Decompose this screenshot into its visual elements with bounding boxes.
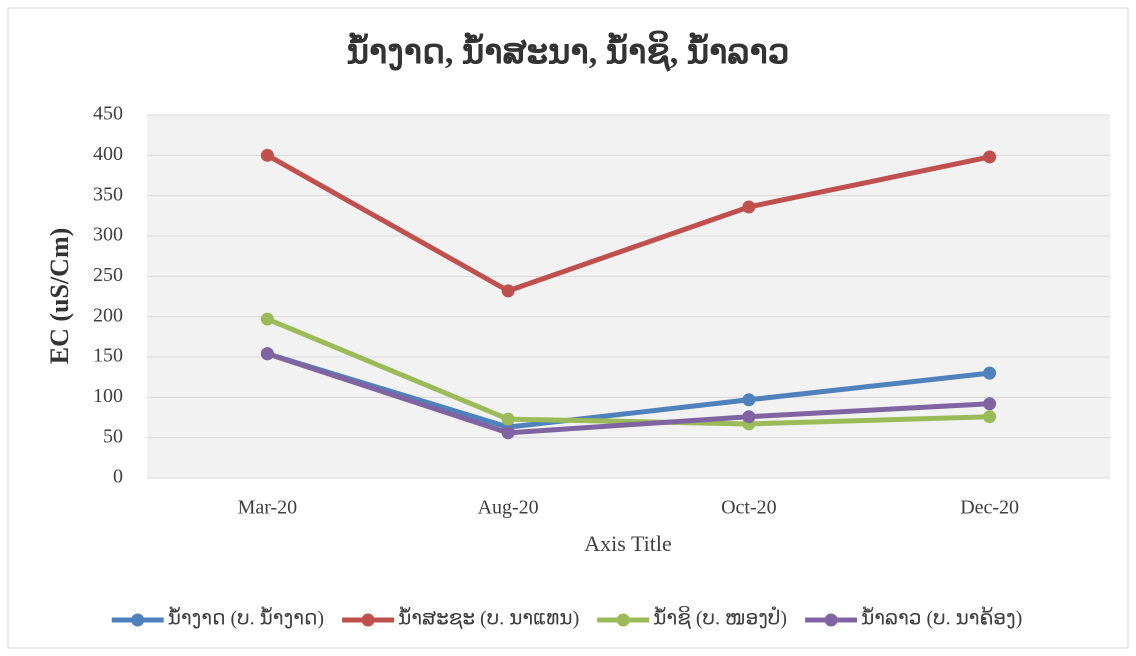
legend-item: ນ້ຳສະຊະ (ບ. ນາແທນ) [342,607,579,630]
legend-marker [131,613,145,627]
y-tick-label: 350 [93,183,123,205]
legend-item: ນ້ຳງາດ (ບ. ນ້ຳງາດ) [111,607,324,630]
data-point [260,148,274,162]
data-point [742,410,756,424]
data-point [260,312,274,326]
legend-marker [616,613,630,627]
data-point [260,347,274,361]
data-point [501,426,515,440]
series-line [266,351,990,436]
series-line [266,153,991,294]
legend-label: ນ້ຳສະຊະ (ບ. ນາແທນ) [398,607,579,630]
series-line [266,351,990,430]
y-tick-label: 400 [93,143,123,165]
legend-label: ນ້ຳຊິ (ບ. ໜອງປໍ) [653,606,787,629]
series-line [266,316,990,427]
x-tick-label: Aug-20 [478,497,539,519]
data-point [501,412,515,426]
data-point [983,397,997,411]
legend-label: ນ້ຳລາວ (ບ. ນາຄ້ອງ) [861,607,1022,630]
legend-marker [361,613,375,627]
data-point [742,200,756,214]
y-axis-title: EC (uS/Cm) [45,228,74,365]
y-tick-label: 250 [93,264,123,286]
legend-label: ນ້ຳງາດ (ບ. ນ້ຳງາດ) [168,607,324,630]
x-tick-label: Mar-20 [238,497,298,519]
x-tick-label: Dec-20 [960,497,1019,519]
legend-item: ນ້ຳຊິ (ບ. ໜອງປໍ) [597,606,787,630]
data-point [983,366,997,380]
y-tick-label: 200 [93,304,123,326]
y-tick-label: 50 [103,425,123,447]
x-axis-title: Axis Title [584,531,671,556]
legend-marker [824,613,838,627]
y-tick-label: 450 [93,103,123,125]
x-tick-label: Oct-20 [721,497,777,519]
data-point [983,410,997,424]
data-point [501,284,515,298]
y-tick-label: 100 [93,385,123,407]
legend-item: ນ້ຳລາວ (ບ. ນາຄ້ອງ) [805,607,1022,630]
y-tick-label: 300 [93,224,123,246]
data-point [983,150,997,164]
data-point [742,393,756,407]
chart-title: ນ້ຳງາດ, ນ້ຳສະນາ, ນ້ຳຊິ, ນ້ຳລາວ [347,29,790,71]
y-tick-label: 0 [113,466,123,488]
y-tick-label: 150 [93,345,123,367]
